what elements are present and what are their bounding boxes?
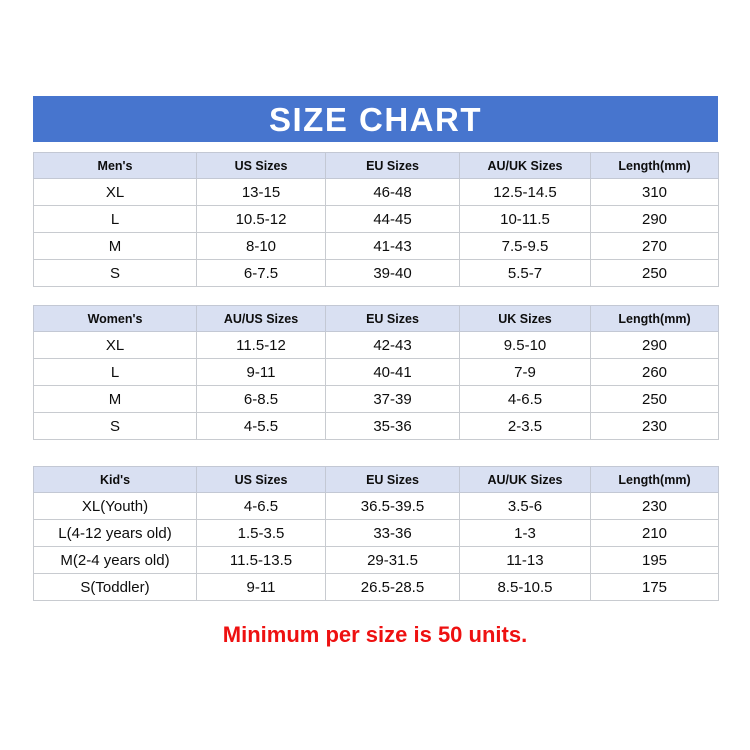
cell-eu: 36.5-39.5 [325,492,460,520]
cell-us: 13-15 [196,178,326,206]
cell-size-label: S [33,259,197,287]
cell-length: 250 [590,259,719,287]
cell-auuk: 1-3 [459,519,591,547]
cell-us: 11.5-13.5 [196,546,326,574]
cell-us: 1.5-3.5 [196,519,326,547]
cell-eu: 39-40 [325,259,460,287]
cell-eu: 26.5-28.5 [325,573,460,601]
cell-size-label: M(2-4 years old) [33,546,197,574]
table-row: L 9-11 40-41 7-9 260 [33,358,719,386]
cell-length: 230 [590,492,719,520]
cell-auus: 6-8.5 [196,385,326,413]
cell-uk: 4-6.5 [459,385,591,413]
table-row: S 6-7.5 39-40 5.5-7 250 [33,259,719,287]
table-row: XL(Youth) 4-6.5 36.5-39.5 3.5-6 230 [33,492,719,520]
table-row: M(2-4 years old) 11.5-13.5 29-31.5 11-13… [33,546,719,574]
cell-uk: 2-3.5 [459,412,591,440]
cell-eu: 37-39 [325,385,460,413]
table-row: S 4-5.5 35-36 2-3.5 230 [33,412,719,440]
cell-us: 8-10 [196,232,326,260]
column-header-length: Length(mm) [590,152,719,179]
mens-size-table: Men's US Sizes EU Sizes AU/UK Sizes Leng… [33,152,719,287]
cell-us: 9-11 [196,573,326,601]
cell-auus: 4-5.5 [196,412,326,440]
cell-auuk: 11-13 [459,546,591,574]
cell-eu: 35-36 [325,412,460,440]
cell-length: 270 [590,232,719,260]
cell-size-label: L [33,358,197,386]
column-header-category: Women's [33,305,197,332]
column-header-us: US Sizes [196,152,326,179]
cell-auuk: 8.5-10.5 [459,573,591,601]
womens-size-table: Women's AU/US Sizes EU Sizes UK Sizes Le… [33,305,719,440]
column-header-length: Length(mm) [590,466,719,493]
column-header-category: Kid's [33,466,197,493]
cell-length: 230 [590,412,719,440]
column-header-category: Men's [33,152,197,179]
table-header-row: Women's AU/US Sizes EU Sizes UK Sizes Le… [33,305,719,332]
cell-eu: 29-31.5 [325,546,460,574]
minimum-order-note: Minimum per size is 50 units. [222,622,528,647]
cell-size-label: XL(Youth) [33,492,197,520]
table-row: L 10.5-12 44-45 10-11.5 290 [33,205,719,233]
size-chart-title-band: SIZE CHART [33,96,718,142]
table-row: L(4-12 years old) 1.5-3.5 33-36 1-3 210 [33,519,719,547]
cell-auuk: 12.5-14.5 [459,178,591,206]
cell-us: 6-7.5 [196,259,326,287]
cell-eu: 33-36 [325,519,460,547]
cell-auuk: 10-11.5 [459,205,591,233]
cell-length: 210 [590,519,719,547]
column-header-us: US Sizes [196,466,326,493]
cell-length: 175 [590,573,719,601]
table-header-row: Men's US Sizes EU Sizes AU/UK Sizes Leng… [33,152,719,179]
cell-auuk: 5.5-7 [459,259,591,287]
column-header-eu: EU Sizes [325,466,460,493]
cell-length: 195 [590,546,719,574]
cell-size-label: XL [33,331,197,359]
cell-length: 250 [590,385,719,413]
cell-eu: 42-43 [325,331,460,359]
cell-eu: 44-45 [325,205,460,233]
column-header-uk: UK Sizes [459,305,591,332]
column-header-eu: EU Sizes [325,305,460,332]
table-row: XL 11.5-12 42-43 9.5-10 290 [33,331,719,359]
cell-size-label: L [33,205,197,233]
cell-length: 310 [590,178,719,206]
table-header-row: Kid's US Sizes EU Sizes AU/UK Sizes Leng… [33,466,719,493]
cell-size-label: M [33,385,197,413]
cell-size-label: M [33,232,197,260]
table-row: S(Toddler) 9-11 26.5-28.5 8.5-10.5 175 [33,573,719,601]
cell-uk: 9.5-10 [459,331,591,359]
cell-size-label: S(Toddler) [33,573,197,601]
column-header-auus: AU/US Sizes [196,305,326,332]
cell-us: 4-6.5 [196,492,326,520]
cell-us: 10.5-12 [196,205,326,233]
cell-eu: 41-43 [325,232,460,260]
cell-size-label: L(4-12 years old) [33,519,197,547]
cell-eu: 40-41 [325,358,460,386]
page-title: SIZE CHART [269,100,482,138]
column-header-length: Length(mm) [590,305,719,332]
cell-length: 260 [590,358,719,386]
table-row: M 8-10 41-43 7.5-9.5 270 [33,232,719,260]
cell-length: 290 [590,205,719,233]
column-header-auuk: AU/UK Sizes [459,152,591,179]
table-row: M 6-8.5 37-39 4-6.5 250 [33,385,719,413]
column-header-eu: EU Sizes [325,152,460,179]
cell-auus: 9-11 [196,358,326,386]
cell-auuk: 3.5-6 [459,492,591,520]
cell-eu: 46-48 [325,178,460,206]
table-row: XL 13-15 46-48 12.5-14.5 310 [33,178,719,206]
column-header-auuk: AU/UK Sizes [459,466,591,493]
cell-size-label: S [33,412,197,440]
cell-auus: 11.5-12 [196,331,326,359]
cell-length: 290 [590,331,719,359]
cell-size-label: XL [33,178,197,206]
cell-uk: 7-9 [459,358,591,386]
kids-size-table: Kid's US Sizes EU Sizes AU/UK Sizes Leng… [33,466,719,601]
cell-auuk: 7.5-9.5 [459,232,591,260]
